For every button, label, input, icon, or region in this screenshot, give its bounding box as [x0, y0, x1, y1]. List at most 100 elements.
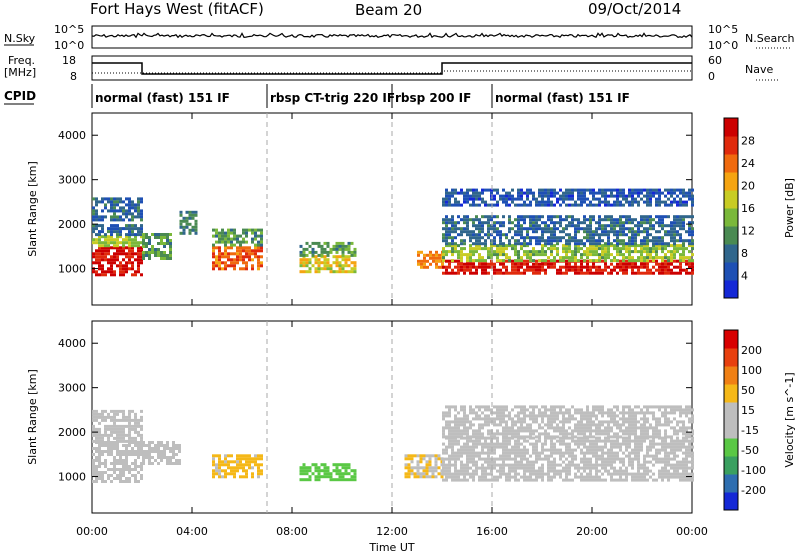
- heatmap-cell: [664, 224, 667, 228]
- heatmap-cell: [610, 457, 613, 461]
- heatmap-cell: [622, 194, 625, 198]
- heatmap-cell: [148, 459, 151, 462]
- heatmap-cell: [646, 221, 649, 225]
- heatmap-cell: [550, 411, 553, 415]
- heatmap-cell: [92, 227, 95, 231]
- heatmap-cell: [688, 435, 691, 439]
- heatmap-cell: [673, 224, 676, 228]
- heatmap-cell: [160, 441, 163, 444]
- heatmap-cell: [448, 435, 451, 439]
- heatmap-cell: [131, 215, 134, 219]
- heatmap-cell: [475, 194, 478, 198]
- heatmap-cell: [169, 248, 172, 251]
- heatmap-cell: [532, 472, 535, 476]
- heatmap-cell: [631, 271, 634, 275]
- heatmap-cell: [508, 191, 511, 195]
- heatmap-cell: [128, 412, 131, 416]
- heatmap-cell: [481, 200, 484, 204]
- heatmap-cell: [667, 242, 670, 246]
- heatmap-cell: [347, 255, 351, 259]
- heatmap-cell: [559, 451, 562, 455]
- heatmap-cell: [688, 256, 691, 260]
- heatmap-cell: [583, 442, 586, 446]
- heatmap-cell: [610, 203, 613, 207]
- heatmap-cell: [344, 255, 348, 259]
- heatmap-cell: [151, 248, 154, 251]
- heatmap-cell: [688, 420, 691, 424]
- heatmap-cell: [679, 408, 682, 412]
- heatmap-cell: [445, 230, 448, 234]
- heatmap-cell: [649, 215, 652, 219]
- heatmap-cell: [646, 472, 649, 476]
- heatmap-cell: [466, 478, 469, 482]
- heatmap-cell: [478, 478, 481, 482]
- heatmap-cell: [517, 230, 520, 234]
- heatmap-cell: [544, 472, 547, 476]
- heatmap-cell: [212, 475, 215, 479]
- heatmap-cell: [110, 224, 113, 228]
- heatmap-cell: [101, 249, 104, 253]
- heatmap-cell: [619, 215, 622, 219]
- heatmap-cell: [688, 233, 691, 237]
- heatmap-cell: [688, 259, 691, 263]
- heatmap-cell: [625, 417, 628, 421]
- heatmap-cell: [308, 250, 312, 254]
- heatmap-cell: [589, 253, 592, 257]
- heatmap-cell: [148, 441, 151, 444]
- heatmap-cell: [175, 462, 178, 465]
- heatmap-cell: [140, 258, 143, 262]
- heatmap-cell: [341, 253, 345, 257]
- heatmap-cell: [514, 439, 517, 443]
- heatmap-cell: [598, 423, 601, 427]
- heatmap-cell: [245, 460, 248, 464]
- heatmap-cell: [553, 259, 556, 263]
- colorbar-swatch: [724, 492, 738, 511]
- heatmap-cell: [523, 253, 526, 257]
- heatmap-cell: [320, 469, 324, 473]
- heatmap-cell: [526, 451, 529, 455]
- heatmap-cell: [151, 245, 154, 248]
- heatmap-cell: [460, 478, 463, 482]
- heatmap-cell: [131, 218, 134, 222]
- heatmap-cell: [586, 250, 589, 254]
- heatmap-cell: [523, 191, 526, 195]
- heatmap-cell: [442, 435, 445, 439]
- heatmap-cell: [514, 414, 517, 418]
- heatmap-cell: [601, 454, 604, 458]
- heatmap-cell: [514, 244, 517, 248]
- heatmap-cell: [116, 218, 119, 222]
- heatmap-cell: [218, 267, 221, 271]
- heatmap-cell: [323, 261, 327, 265]
- heatmap-cell: [550, 451, 553, 455]
- heatmap-cell: [499, 432, 502, 436]
- heatmap-cell: [142, 450, 145, 453]
- heatmap-cell: [634, 435, 637, 439]
- heatmap-cell: [526, 230, 529, 234]
- heatmap-cell: [520, 236, 523, 240]
- heatmap-cell: [625, 247, 628, 251]
- heatmap-cell: [538, 426, 541, 430]
- heatmap-cell: [166, 233, 169, 236]
- heatmap-cell: [311, 250, 315, 254]
- heatmap-cell: [604, 442, 607, 446]
- heatmap-cell: [438, 265, 441, 269]
- heatmap-cell: [601, 233, 604, 237]
- heatmap-cell: [628, 239, 631, 243]
- heatmap-cell: [640, 242, 643, 246]
- heatmap-cell: [493, 230, 496, 234]
- heatmap-cell: [466, 224, 469, 228]
- heatmap-cell: [260, 472, 263, 476]
- heatmap-region: [404, 454, 444, 479]
- heatmap-cell: [166, 459, 169, 462]
- heatmap-cell: [104, 418, 107, 422]
- heatmap-cell: [499, 221, 502, 225]
- heatmap-cell: [353, 264, 357, 268]
- heatmap-cell: [526, 268, 529, 272]
- heatmap-cell: [574, 448, 577, 452]
- heatmap-cell: [347, 250, 351, 254]
- heatmap-cell: [679, 218, 682, 222]
- heatmap-cell: [535, 236, 538, 240]
- heatmap-cell: [661, 478, 664, 482]
- heatmap-cell: [116, 249, 119, 253]
- heatmap-cell: [236, 237, 239, 241]
